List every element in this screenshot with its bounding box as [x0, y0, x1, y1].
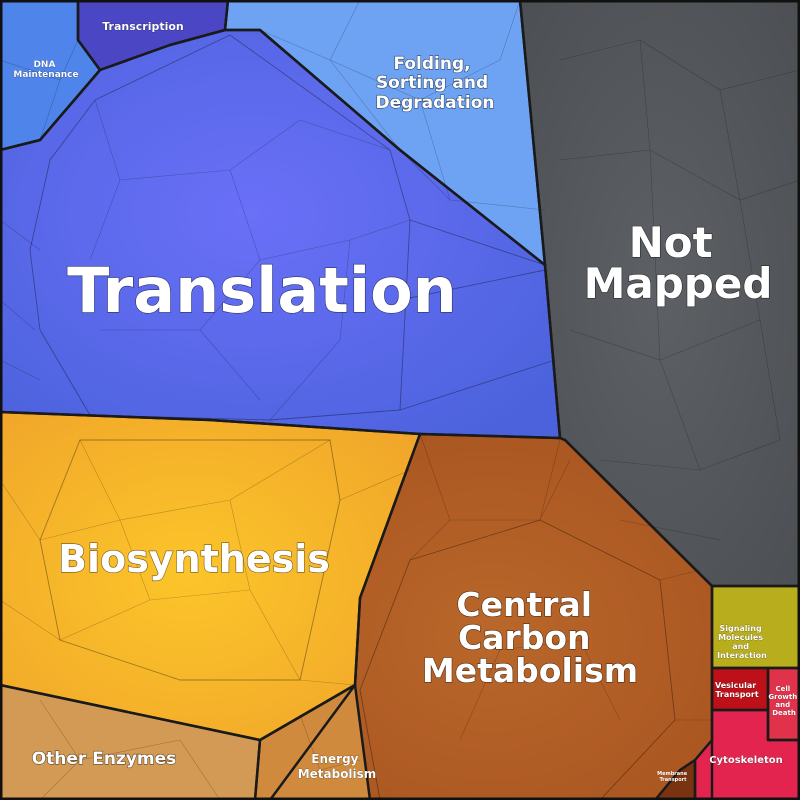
- label-energy-metabolism: Energy Metabolism: [298, 752, 377, 781]
- region-transcription: [78, 0, 228, 70]
- region-vesicular: [712, 668, 768, 710]
- region-other-enzymes: [0, 685, 260, 800]
- region-cytoskeleton: [695, 710, 800, 800]
- label-dna-maintenance: DNA Maintenance: [13, 60, 78, 80]
- label-signaling: Signaling Molecules and Interaction: [717, 624, 767, 660]
- region-membrane-transport: [655, 760, 695, 800]
- region-folding: [225, 0, 545, 265]
- label-other-enzymes: Other Enzymes: [32, 749, 177, 769]
- labels: Translation Not Mapped Biosynthesis Cent…: [13, 20, 799, 783]
- label-membrane-transport: Membrane Transport: [657, 771, 689, 783]
- region-cell-growth: [768, 668, 800, 740]
- region-biosynthesis: [0, 412, 420, 740]
- region-signaling: [712, 586, 800, 668]
- label-folding: Folding, Sorting and Degradation: [375, 54, 494, 113]
- label-cell-growth: Cell Growth and Death: [768, 685, 799, 717]
- label-not-mapped: Not Mapped: [584, 218, 773, 308]
- label-biosynthesis: Biosynthesis: [58, 537, 330, 581]
- region-dna-maintenance: [0, 0, 100, 150]
- label-transcription: Transcription: [102, 20, 184, 33]
- label-central-carbon: Central Carbon Metabolism: [422, 585, 638, 690]
- region-translation: [0, 30, 560, 438]
- label-vesicular: Vesicular Transport: [715, 681, 759, 699]
- region-not-mapped: [520, 0, 800, 586]
- label-translation: Translation: [67, 254, 457, 327]
- label-cytoskeleton: Cytoskeleton: [709, 755, 783, 766]
- region-central-carbon: [270, 434, 712, 800]
